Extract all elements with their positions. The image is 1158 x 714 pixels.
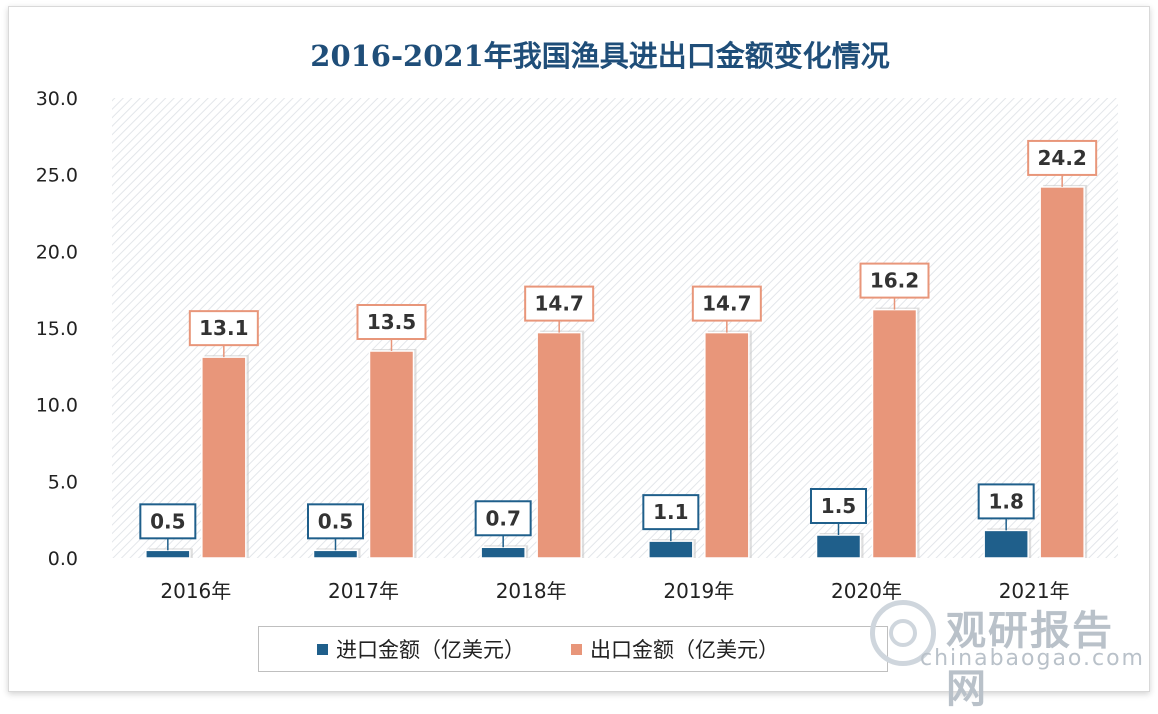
bar-export [536,331,582,559]
data-label-box [977,483,1035,520]
x-tick-label: 2019年 [663,579,734,603]
y-tick-label: 25.0 [36,165,78,187]
data-label: 1.1 [653,500,688,524]
bar-export [368,350,415,559]
watermark-name: 观研报告网 [946,608,1114,712]
data-label-box [356,304,427,340]
data-label: 1.5 [821,494,856,518]
data-label-box [810,488,867,524]
data-label: 13.5 [367,310,416,334]
watermark-domain: chinabaogao.com [920,646,1145,671]
bar-export [1039,186,1085,559]
y-tick-label: 15.0 [36,318,78,340]
data-label-box [691,285,762,322]
bar-import [480,546,526,559]
legend-swatch-import [317,643,328,655]
bar-export [871,308,918,559]
y-tick-label: 0.0 [48,548,78,570]
bar-export [201,356,247,559]
data-label: 0.7 [485,506,520,530]
data-label: 14.7 [702,292,751,316]
y-tick-label: 5.0 [48,471,78,493]
legend-item-import: 进口金额（亿美元） [317,634,525,664]
data-label-box [474,500,532,537]
data-label-box [859,262,930,299]
bar-import [983,529,1029,559]
y-tick-label: 10.0 [36,395,78,417]
data-labels: 0.5 13.1 0.5 13.5 0.7 14.7 1.1 14.7 1.5 16.2 1.8 24… [139,139,1098,551]
x-tick-label: 2020年 [831,579,902,603]
watermark: 观研报告网 chinabaogao.com [870,594,1150,712]
y-tick-label: 20.0 [36,241,78,263]
y-axis: 0.0 5.0 10.0 15.0 20.0 25.0 30.0 [36,88,78,570]
legend: 进口金额（亿美元） 出口金额（亿美元） [258,626,888,672]
x-tick-label: 2018年 [496,579,567,603]
bar-import [312,549,359,559]
x-axis: 2016年 2017年 2018年 2019年 2020年 2021年 [160,579,1069,603]
data-label-box [642,494,700,531]
watermark-logo-icon [870,600,936,666]
data-label: 0.5 [150,509,185,533]
bar-export [704,331,750,559]
data-label: 13.1 [199,316,248,340]
bar-import [648,540,694,559]
data-label: 24.2 [1037,146,1086,170]
bar-import [815,534,862,559]
legend-swatch-export [571,643,582,655]
data-label-box [188,310,259,347]
bar-import [145,549,191,559]
plot-area [112,98,1118,558]
y-tick-label: 30.0 [36,88,78,110]
data-label: 0.5 [318,509,353,533]
x-tick-label: 2016年 [160,579,231,603]
bars [145,184,1088,559]
chart-title: 2016-2021年我国渔具进出口金额变化情况 [310,39,889,73]
data-label: 14.7 [534,292,583,316]
data-label-box [1027,139,1098,176]
x-tick-label: 2021年 [999,579,1070,603]
legend-label-import: 进口金额（亿美元） [336,638,525,662]
x-tick-label: 2017年 [328,579,399,603]
legend-item-export: 出口金额（亿美元） [571,634,779,664]
legend-label-export: 出口金额（亿美元） [590,638,779,662]
data-label: 16.2 [870,269,919,293]
data-label: 1.8 [988,489,1023,513]
